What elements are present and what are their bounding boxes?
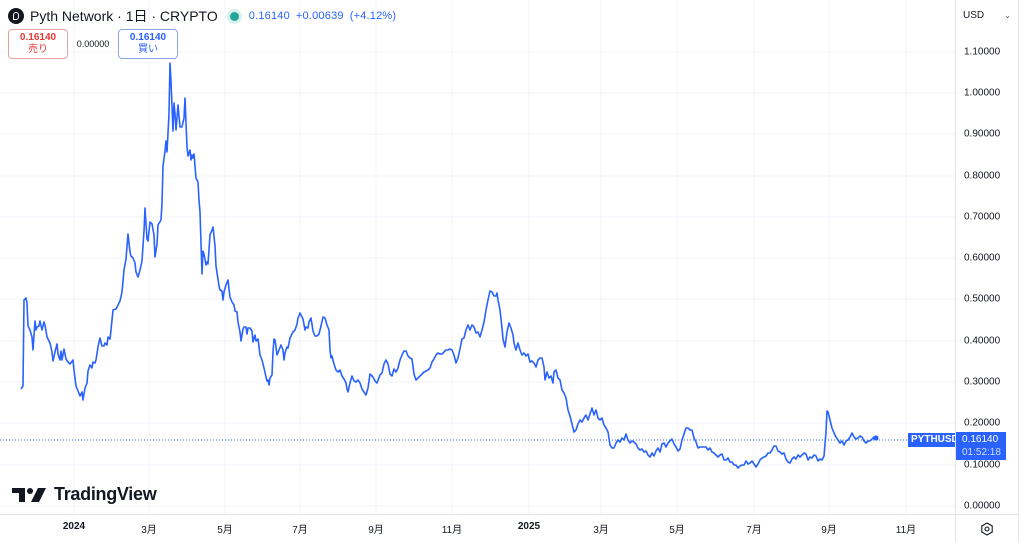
y-tick: 0.60000 [964,252,1001,264]
y-tick: 0.90000 [964,128,1001,140]
y-tick: 1.00000 [964,87,1001,99]
tradingview-logo-icon [12,487,46,502]
y-tick: 0.50000 [964,293,1001,305]
price-change: +0.00639 [295,10,344,22]
y-tick: 0.80000 [964,170,1001,182]
price-chart [0,0,955,514]
y-tick: 0.20000 [964,417,1001,429]
y-tick: 0.30000 [964,376,1001,388]
price-change-percent: (+4.12%) [349,10,397,22]
right-toolbar-strip [1018,0,1024,542]
bar-countdown: 01:52:18 [962,447,1001,458]
x-tick: 7月 [292,525,308,536]
chart-pane[interactable]: Pyth Network · 1日 · CRYPTO 0.16140 +0.00… [0,0,962,514]
last-price-value: 0.16140 [962,434,999,445]
y-tick: 0.00000 [964,500,1001,512]
price-line [20,62,879,469]
x-tick: 3月 [593,525,609,536]
currency-selector[interactable]: USD ⌄ [960,5,1014,25]
last-price: 0.16140 [248,10,290,22]
buy-button[interactable]: 0.16140 買い [118,29,178,59]
sell-price: 0.16140 [19,32,57,43]
symbol-tag: PYTHUSD [908,433,962,447]
x-tick: 9月 [368,525,384,536]
vertical-gridlines [73,0,907,514]
x-tick: 3月 [141,525,157,536]
currency-label: USD [963,9,985,21]
buy-price: 0.16140 [129,32,167,43]
buy-label: 買い [138,44,158,55]
settings-gear-icon [981,521,993,536]
y-tick: 0.40000 [964,335,1001,347]
x-tick: 2024 [62,521,86,532]
x-tick: 11月 [441,525,463,536]
tradingview-logo-text: TradingView [54,484,157,504]
symbol-title[interactable]: Pyth Network · 1日 · CRYPTO [30,8,218,24]
price-axis[interactable]: USD ⌄ 1.10000 1.00000 0.90000 0.80000 0.… [955,0,1018,514]
time-axis[interactable]: 2024 3月 5月 7月 9月 11月 2025 3月 5月 7月 9月 11… [0,514,955,542]
x-tick: 11月 [895,525,917,536]
spread-value: 0.00000 [76,39,110,49]
y-tick: 0.10000 [964,459,1001,471]
tradingview-logo[interactable]: TradingView [12,484,157,505]
last-point-marker [873,435,879,441]
last-price-label: 0.16140 01:52:18 [956,432,1006,460]
x-tick: 9月 [821,525,837,536]
pyth-logo-icon [8,8,24,24]
y-tick: 1.10000 [964,46,1001,58]
sell-button[interactable]: 0.16140 売り [8,29,68,59]
symbol-header: Pyth Network · 1日 · CRYPTO 0.16140 +0.00… [8,6,396,26]
chart-settings-button[interactable] [955,514,1018,542]
horizontal-gridlines [0,51,955,507]
x-tick: 7月 [746,525,762,536]
x-tick: 2025 [517,521,541,532]
x-tick: 5月 [669,525,685,536]
trade-buttons: 0.16140 売り 0.00000 0.16140 買い [8,29,178,59]
chevron-down-icon: ⌄ [1004,10,1011,20]
market-open-status-icon [229,11,239,21]
x-tick: 5月 [217,525,233,536]
sell-label: 売り [28,44,48,55]
y-tick: 0.70000 [964,211,1001,223]
